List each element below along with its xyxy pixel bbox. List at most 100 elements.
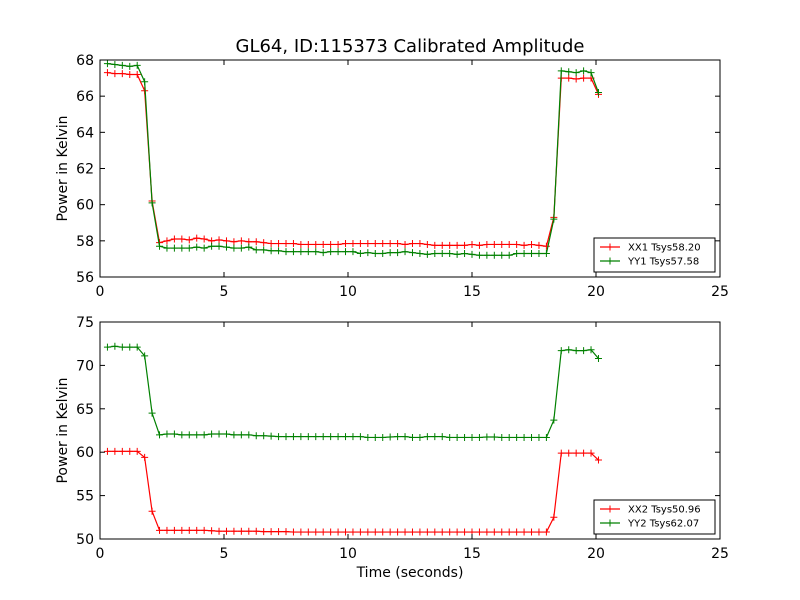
series-xx2-point	[505, 528, 513, 536]
series-yy2-point	[587, 346, 595, 354]
series-yy2-point	[498, 433, 506, 441]
series-yy1-point	[260, 246, 268, 254]
series-yy1-point	[222, 243, 230, 251]
series-yy1-point	[475, 251, 483, 259]
series-yy2-point	[267, 432, 275, 440]
series-yy2-point	[237, 431, 245, 439]
series-yy2-point	[528, 433, 536, 441]
series-yy1-point	[126, 62, 134, 70]
series-xx2-point	[267, 528, 275, 536]
series-xx2-point	[431, 528, 439, 536]
series-xx1-point	[342, 240, 350, 248]
series-yy2-point	[453, 433, 461, 441]
series-xx1-point	[185, 236, 193, 244]
series-xx1-point	[364, 240, 372, 248]
series-xx1-point	[371, 240, 379, 248]
series-xx2-point	[156, 526, 164, 534]
series-yy2-point	[260, 432, 268, 440]
series-yy1-point	[170, 244, 178, 252]
bottom-legend: XX2 Tsys50.96 YY2 Tsys62.07	[593, 499, 716, 535]
series-xx1-point	[349, 240, 357, 248]
series-xx2-point	[133, 447, 141, 455]
series-xx1-point	[423, 240, 431, 248]
series-xx2-point	[103, 447, 111, 455]
series-xx2-point	[394, 528, 402, 536]
bottom-y-tick-label: 50	[76, 532, 94, 548]
series-yy1-point	[156, 242, 164, 250]
series-yy1-point	[401, 248, 409, 256]
series-yy2-point	[245, 431, 253, 439]
series-yy2-point	[356, 433, 364, 441]
series-xx2-point	[230, 527, 238, 535]
series-yy1-point	[565, 68, 573, 76]
series-yy2-point	[304, 433, 312, 441]
series-xx2-point	[513, 528, 521, 536]
chart-title: GL64, ID:115373 Calibrated Amplitude	[236, 36, 585, 57]
series-yy2-point	[438, 433, 446, 441]
bottom-x-tick-label: 20	[587, 546, 605, 562]
series-yy2-point	[572, 347, 580, 355]
series-yy1-point	[572, 69, 580, 77]
series-yy1-point	[297, 248, 305, 256]
series-yy1-point	[200, 244, 208, 252]
series-yy1-point	[103, 60, 111, 68]
series-yy2-point	[401, 433, 409, 441]
series-yy2-point	[200, 431, 208, 439]
series-xx2-point	[111, 447, 119, 455]
series-xx1-point	[267, 240, 275, 248]
series-yy2-point	[342, 433, 350, 441]
top-plot-frame	[99, 59, 721, 278]
series-xx1-point	[297, 240, 305, 248]
series-xx1-point	[178, 235, 186, 243]
series-yy1-point	[185, 244, 193, 252]
series-xx2-point	[520, 528, 528, 536]
bottom-x-tick-label: 5	[220, 546, 229, 562]
series-yy2-point	[483, 433, 491, 441]
series-xx2-point	[118, 447, 126, 455]
top-y-tick-label: 56	[76, 270, 94, 286]
series-xx2-point	[446, 528, 454, 536]
series-xx2-point	[178, 526, 186, 534]
series-xx1-point	[222, 237, 230, 245]
series-xx1-point	[453, 241, 461, 249]
series-xx1-point	[416, 240, 424, 248]
series-xx2-point	[282, 528, 290, 536]
series-yy2-point	[379, 433, 387, 441]
legend-label-yy1: YY1 Tsys57.58	[627, 257, 699, 268]
series-xx1-point	[200, 235, 208, 243]
series-xx2-point	[304, 528, 312, 536]
series-yy2-point	[148, 409, 156, 417]
series-yy1-point	[498, 251, 506, 259]
series-yy1-point	[356, 249, 364, 257]
series-xx2-point	[275, 528, 283, 536]
bottom-y-axis-label: Power in Kelvin	[55, 377, 71, 483]
top-y-tick-label: 64	[76, 125, 94, 141]
series-xx1-point	[275, 240, 283, 248]
series-yy1-point	[230, 244, 238, 252]
series-yy2-point	[133, 343, 141, 351]
series-yy2-point	[103, 343, 111, 351]
top-x-tick-label: 10	[339, 284, 357, 300]
top-legend: XX1 Tsys58.20 YY1 Tsys57.58	[593, 237, 716, 273]
series-xx2-point	[438, 528, 446, 536]
series-yy1-point	[490, 251, 498, 259]
series-xx2-point	[371, 528, 379, 536]
series-xx2-point	[498, 528, 506, 536]
series-yy2-point	[423, 433, 431, 441]
series-xx2-point	[237, 527, 245, 535]
series-yy1-point	[550, 215, 558, 223]
series-yy1-point	[289, 248, 297, 256]
series-xx1-point	[230, 238, 238, 246]
series-xx2-point	[342, 528, 350, 536]
series-yy2-point	[461, 433, 469, 441]
series-xx2-point	[163, 526, 171, 534]
series-yy1-point	[364, 249, 372, 257]
series-yy2-point	[252, 432, 260, 440]
series-yy2-point	[535, 433, 543, 441]
series-yy1-point	[245, 243, 253, 251]
series-yy2-point	[475, 433, 483, 441]
top-y-ticks: 56 58 60 62 64 66 68	[76, 53, 720, 286]
top-y-axis-label: Power in Kelvin	[55, 115, 71, 221]
series-xx2-point	[401, 528, 409, 536]
series-yy1-point	[282, 248, 290, 256]
